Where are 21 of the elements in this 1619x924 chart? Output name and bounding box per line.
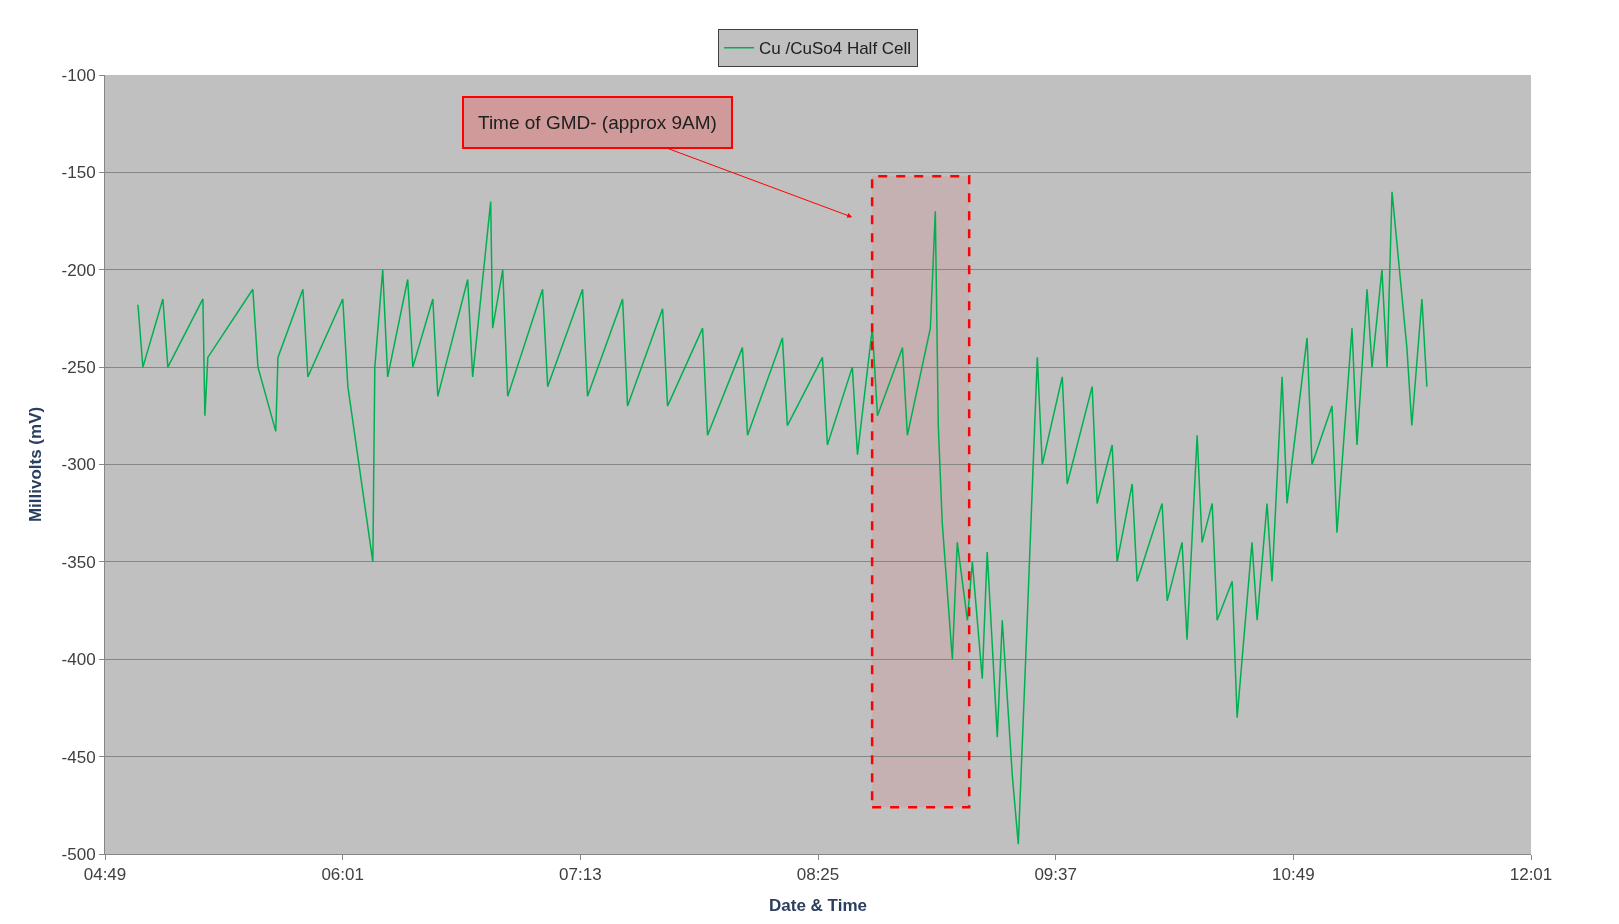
x-tick-label: 10:49	[1272, 865, 1315, 885]
y-tick-label: -450	[61, 747, 96, 767]
annotation: Time of GMD- (approx 9AM)	[478, 112, 717, 133]
y-axis-title: Millivolts (mV)	[26, 406, 46, 523]
x-tick-label: 12:01	[1509, 865, 1553, 885]
y-tick-label: -350	[61, 552, 96, 572]
y-tick-label: -500	[61, 844, 96, 864]
legend-label: Cu /CuSo4 Half Cell	[759, 39, 912, 59]
x-tick-label: 09:37	[1034, 865, 1077, 885]
x-tick-label: 06:01	[321, 865, 364, 885]
x-tick-label: 07:13	[559, 865, 602, 885]
y-tick-label: -400	[61, 650, 96, 670]
y-tick-label: -150	[61, 163, 96, 183]
x-tick-label: 08:25	[796, 865, 840, 885]
x-axis-title: Date & Time	[769, 895, 867, 915]
y-tick-label: -100	[61, 65, 96, 85]
y-tick-label: -200	[61, 260, 96, 280]
line-series	[137, 191, 1428, 846]
x-tick-label: 04:49	[83, 865, 127, 885]
y-tick-label: -300	[61, 455, 96, 475]
y-tick-label: -250	[61, 358, 96, 378]
